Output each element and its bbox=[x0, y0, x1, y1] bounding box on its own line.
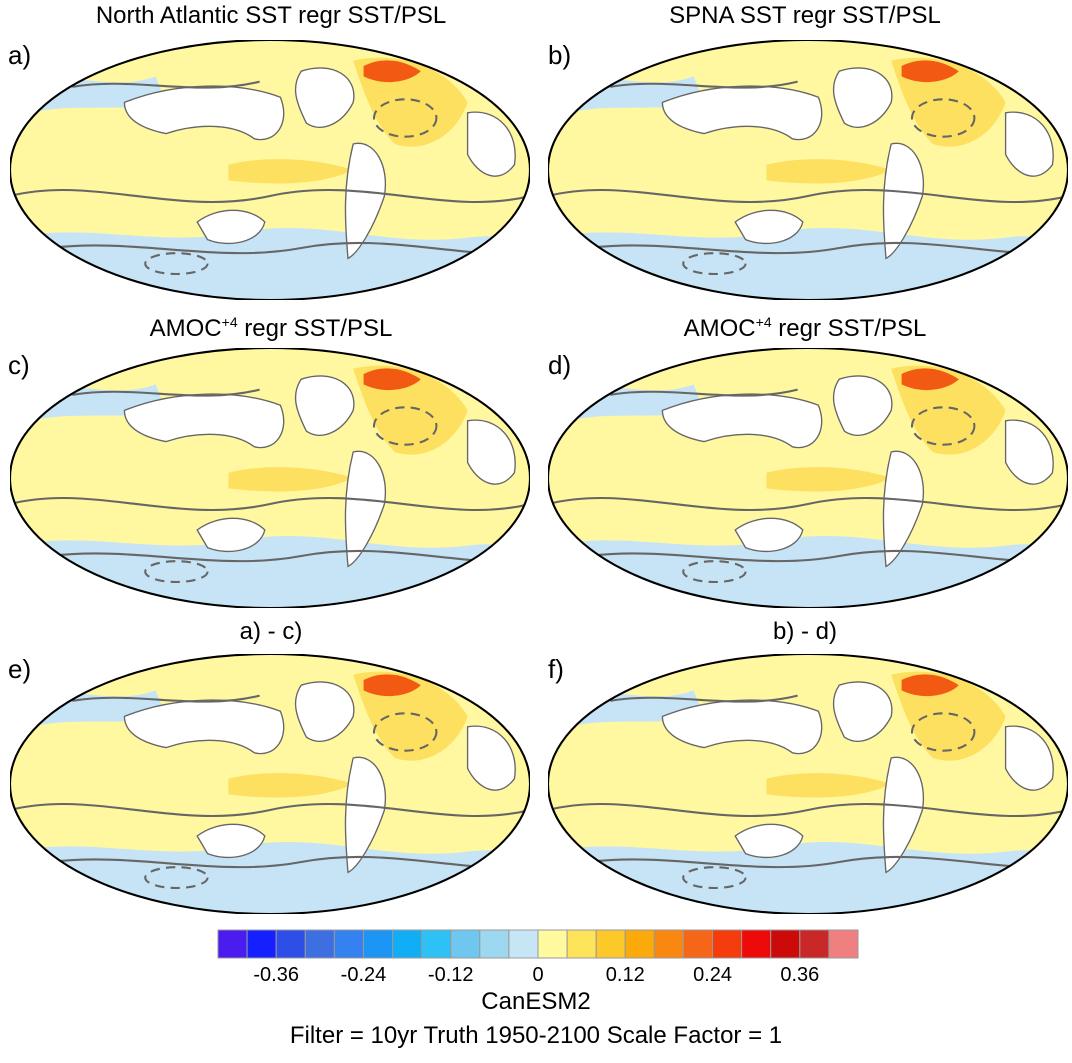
colorbar-box bbox=[304, 929, 335, 959]
colorbar-box bbox=[624, 929, 655, 959]
colorbar-box bbox=[653, 929, 684, 959]
map-panel-a bbox=[10, 40, 530, 300]
map-panel-e bbox=[10, 654, 530, 914]
footer-settings: Filter = 10yr Truth 1950-2100 Scale Fact… bbox=[289, 1022, 783, 1049]
footer-model: CanESM2 bbox=[481, 988, 591, 1015]
colorbar-box bbox=[595, 929, 626, 959]
colorbar-box bbox=[392, 929, 423, 959]
colorbar-box bbox=[479, 929, 510, 959]
panel-d-letter: d) bbox=[548, 350, 572, 380]
panel-c-letter: c) bbox=[8, 350, 30, 380]
colorbar-box bbox=[799, 929, 830, 959]
panel-e-letter: e) bbox=[8, 654, 32, 684]
panel-d-title-main: AMOC bbox=[683, 315, 756, 342]
colorbar-tick-label: 0.36 bbox=[780, 964, 820, 986]
panel-c-title-sup: +4 bbox=[221, 314, 238, 330]
colorbar-tick-label: 0 bbox=[532, 964, 544, 986]
colorbar-box bbox=[770, 929, 801, 959]
colorbar-box bbox=[712, 929, 743, 959]
colorbar-tick-label: 0.24 bbox=[693, 964, 732, 986]
colorbar-tick-label: -0.36 bbox=[253, 964, 299, 986]
colorbar-box bbox=[537, 929, 568, 959]
panel-a-letter: a) bbox=[8, 40, 32, 70]
colorbar-box bbox=[450, 929, 481, 959]
panel-d-title: AMOC+4 regr SST/PSL bbox=[540, 314, 1070, 343]
colorbar-tick-label: -0.24 bbox=[340, 964, 387, 986]
panel-d-title-sup: +4 bbox=[755, 314, 772, 330]
colorbar-box bbox=[421, 929, 452, 959]
panel-c-title: AMOC+4 regr SST/PSL bbox=[10, 314, 532, 343]
panel-b-title: SPNA SST regr SST/PSL bbox=[669, 2, 941, 29]
panel-c-title-rest: regr SST/PSL bbox=[237, 315, 393, 342]
panel-c-title-main: AMOC bbox=[149, 315, 222, 342]
colorbar-box bbox=[362, 929, 394, 959]
map-panel-f bbox=[548, 654, 1068, 914]
panel-f-letter: f) bbox=[548, 654, 564, 684]
map-panel-b bbox=[548, 40, 1068, 300]
colorbar-box bbox=[828, 929, 859, 959]
colorbar-box bbox=[566, 929, 597, 959]
colorbar-tick-label: -0.12 bbox=[427, 964, 474, 986]
panel-d-title-rest: regr SST/PSL bbox=[771, 315, 927, 342]
panel-b-letter: b) bbox=[548, 40, 572, 70]
colorbar-box bbox=[246, 929, 277, 959]
colorbar-box bbox=[217, 929, 248, 959]
colorbar-box bbox=[741, 929, 772, 959]
colorbar bbox=[217, 929, 859, 959]
colorbar-box bbox=[682, 929, 714, 959]
panel-f-title: b) - d) bbox=[772, 618, 837, 645]
map-panel-d bbox=[548, 348, 1068, 608]
colorbar-tick-label: 0.12 bbox=[605, 964, 645, 986]
colorbar-box bbox=[333, 929, 364, 959]
colorbar-box bbox=[508, 929, 539, 959]
panel-a-title: North Atlantic SST regr SST/PSL bbox=[95, 2, 447, 29]
colorbar-box bbox=[275, 929, 306, 959]
panel-e-title: a) - c) bbox=[239, 618, 303, 645]
map-panel-c bbox=[10, 348, 530, 608]
